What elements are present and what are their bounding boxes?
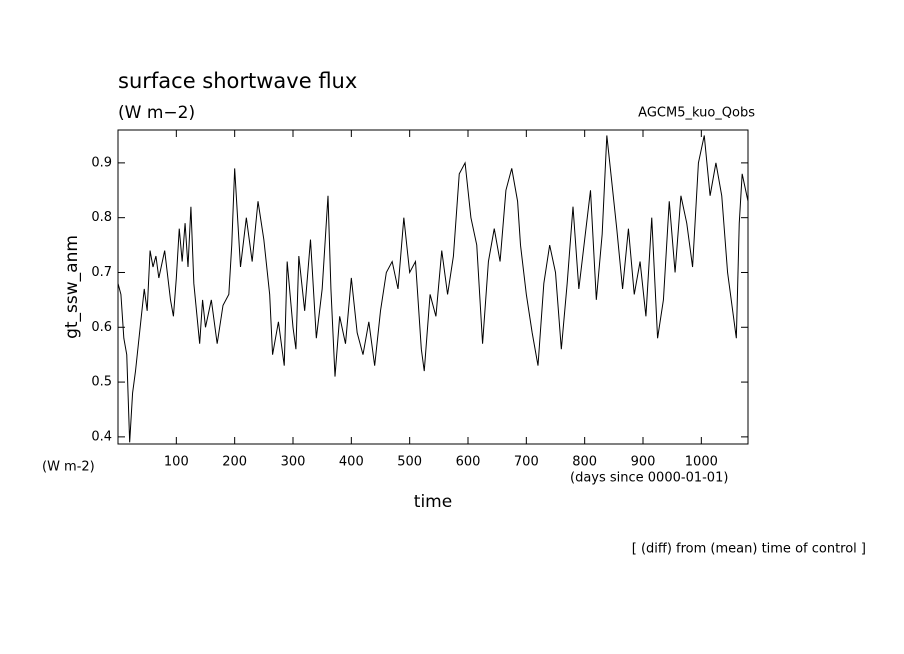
y-tick-label: 0.9 (91, 155, 112, 170)
x-tick-label: 400 (339, 455, 364, 470)
x-tick-label: 1000 (685, 455, 718, 470)
y-tick-label: 0.5 (91, 375, 112, 390)
data-line (117, 135, 749, 443)
x-tick-label: 500 (397, 455, 422, 470)
x-tick-label: 600 (456, 455, 481, 470)
x-tick-label: 200 (222, 455, 247, 470)
y-tick-label: 0.4 (91, 429, 112, 444)
chart-title: surface shortwave flux (118, 69, 357, 93)
y-tick-label: 0.7 (91, 265, 112, 280)
annotation: AGCM5_kuo_Qobs (638, 106, 755, 121)
y-unit: (W m-2) (42, 460, 95, 475)
y-axis-label: gt_ssw_anm (62, 235, 82, 339)
subtitle: (W m−2) (118, 103, 195, 123)
x-tick-label: 900 (631, 455, 656, 470)
plot-frame (117, 129, 749, 445)
x-tick-label: 800 (572, 455, 597, 470)
x-axis-label: time (414, 492, 452, 512)
x-tick-label: 300 (281, 455, 306, 470)
y-tick-label: 0.6 (91, 320, 112, 335)
x-unit: (days since 0000-01-01) (570, 471, 728, 486)
x-tick-label: 700 (514, 455, 539, 470)
x-tick-label: 100 (164, 455, 189, 470)
y-tick-label: 0.8 (91, 210, 112, 225)
footnote: [ (diff) from (mean) time of control ] (632, 542, 866, 557)
